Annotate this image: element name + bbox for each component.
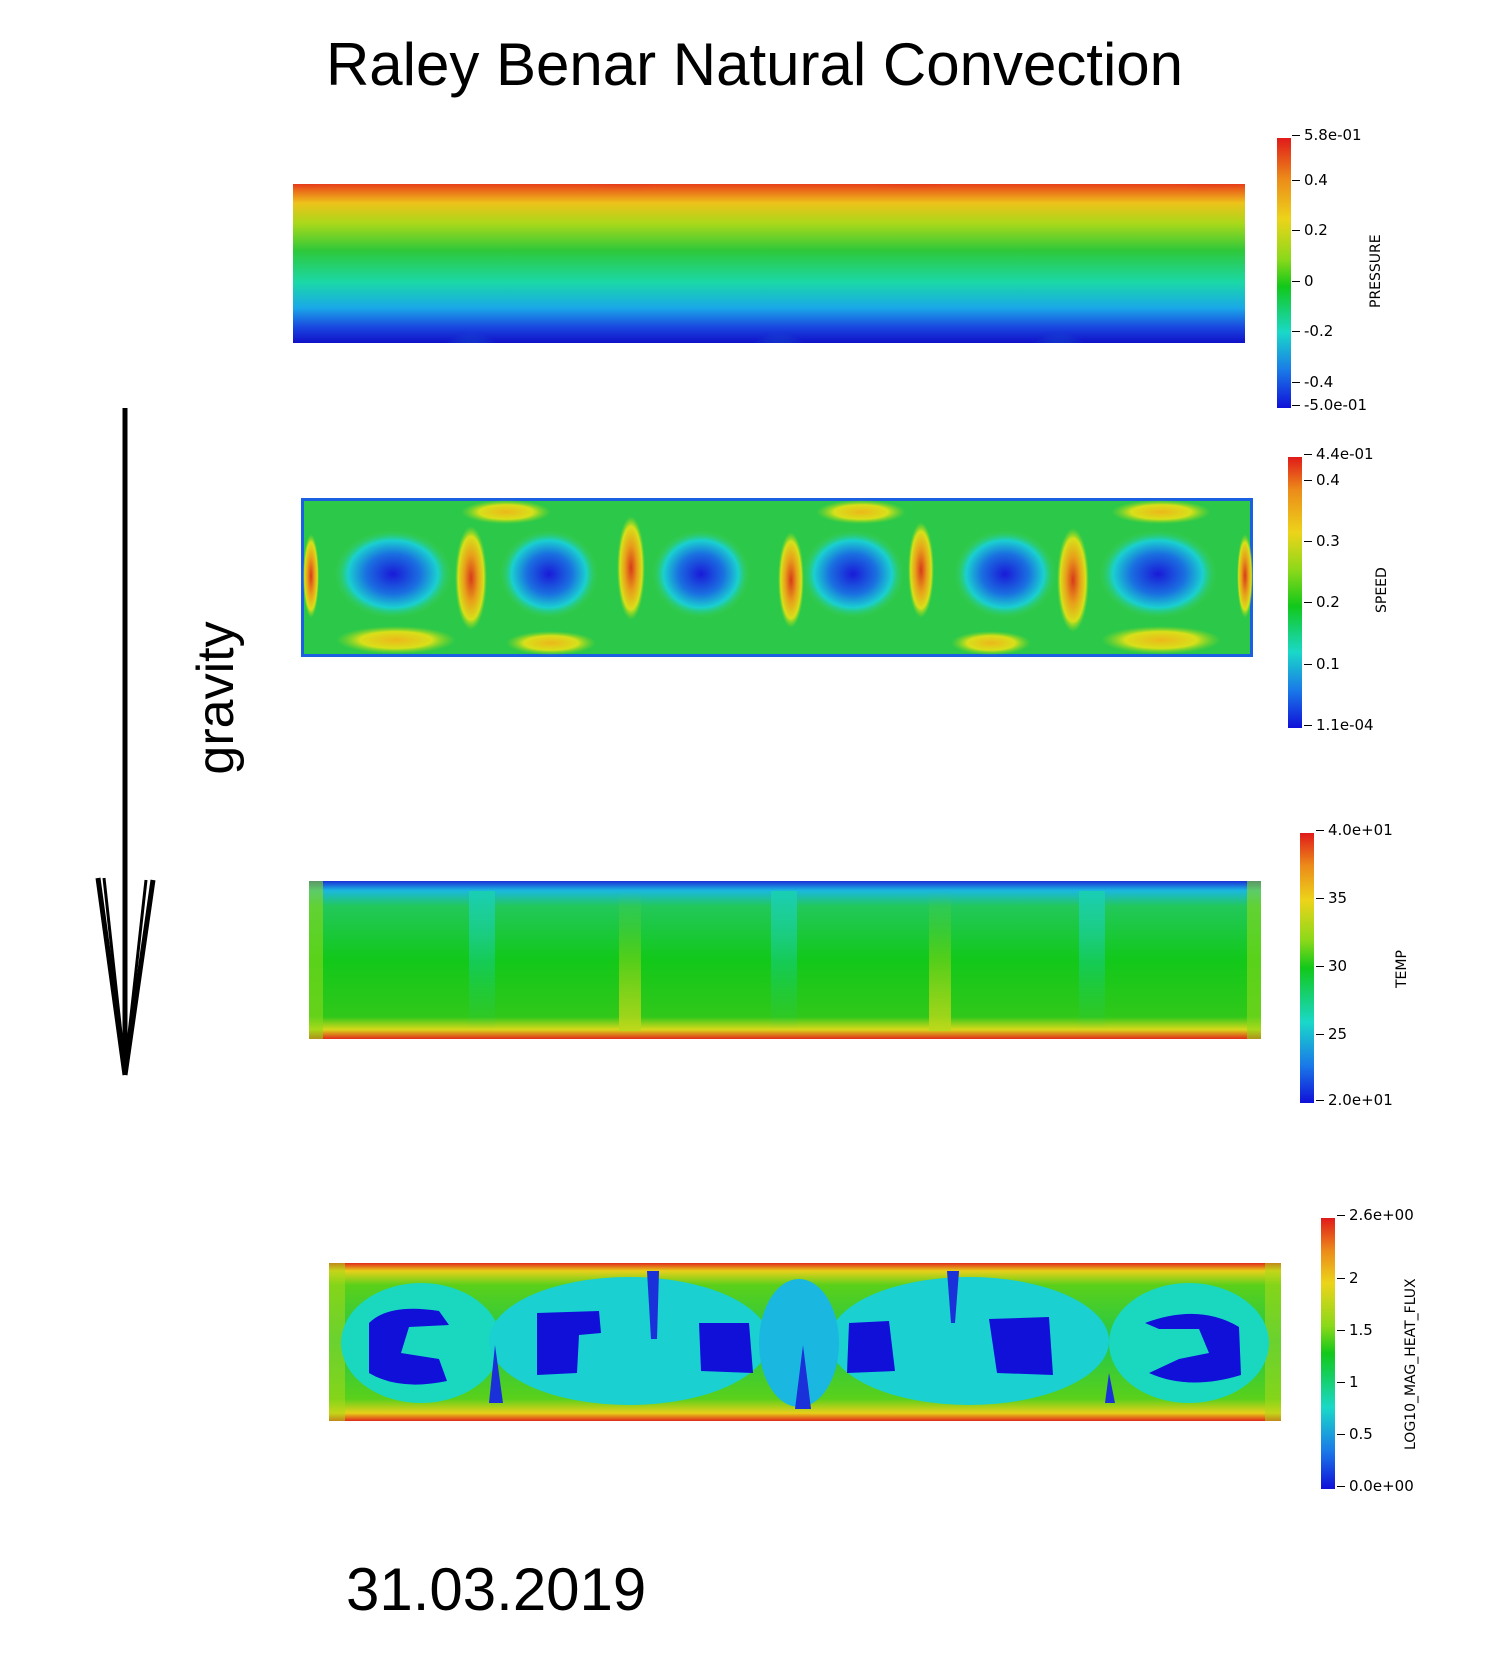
temp-colorbar xyxy=(1300,833,1314,1103)
heat-flux-tick: 1.5 xyxy=(1349,1322,1373,1338)
temp-tick-min: 2.0e+01 xyxy=(1328,1092,1393,1108)
temp-tick-max: 4.0e+01 xyxy=(1328,822,1393,838)
pressure-colorbar xyxy=(1277,138,1291,408)
heat-flux-tick: 1 xyxy=(1349,1374,1359,1390)
pressure-tick-max: 5.8e-01 xyxy=(1304,127,1362,143)
date-label: 31.03.2019 xyxy=(346,1555,646,1625)
temp-tick: 30 xyxy=(1328,958,1347,974)
speed-tick: 0.3 xyxy=(1316,533,1340,549)
heat-flux-field-plot xyxy=(329,1263,1281,1421)
heat-flux-tick-min: 0.0e+00 xyxy=(1349,1478,1414,1494)
speed-tick: 0.1 xyxy=(1316,656,1340,672)
temp-colorbar-label: TEMP xyxy=(1394,950,1410,988)
gravity-arrow-icon xyxy=(80,400,170,1080)
heat-flux-tick: 0.5 xyxy=(1349,1426,1373,1442)
pressure-colorbar-label: PRESSURE xyxy=(1368,234,1384,308)
heat-flux-colorbar-label: LOG10_MAG_HEAT_FLUX xyxy=(1403,1278,1419,1450)
pressure-tick: 0 xyxy=(1304,273,1314,289)
speed-tick-max: 4.4e-01 xyxy=(1316,446,1374,462)
pressure-tick: 0.2 xyxy=(1304,222,1328,238)
temp-tick: 25 xyxy=(1328,1026,1347,1042)
speed-tick: 0.4 xyxy=(1316,472,1340,488)
heat-flux-colorbar xyxy=(1321,1218,1335,1489)
heat-flux-tick: 2 xyxy=(1349,1270,1359,1286)
pressure-field-plot xyxy=(293,184,1245,343)
speed-colorbar xyxy=(1288,457,1302,728)
speed-tick-min: 1.1e-04 xyxy=(1316,717,1374,733)
pressure-tick: -0.4 xyxy=(1304,374,1333,390)
speed-tick: 0.2 xyxy=(1316,594,1340,610)
heat-flux-tick-max: 2.6e+00 xyxy=(1349,1207,1414,1223)
pressure-tick-min: -5.0e-01 xyxy=(1304,397,1367,413)
temp-field-plot xyxy=(309,881,1261,1039)
speed-colorbar-label: SPEED xyxy=(1374,567,1390,613)
speed-field-plot xyxy=(301,498,1253,657)
gravity-label: gravity xyxy=(186,618,246,778)
page-title: Raley Benar Natural Convection xyxy=(0,30,1509,100)
pressure-tick: -0.2 xyxy=(1304,323,1333,339)
temp-tick: 35 xyxy=(1328,890,1347,906)
pressure-tick: 0.4 xyxy=(1304,172,1328,188)
